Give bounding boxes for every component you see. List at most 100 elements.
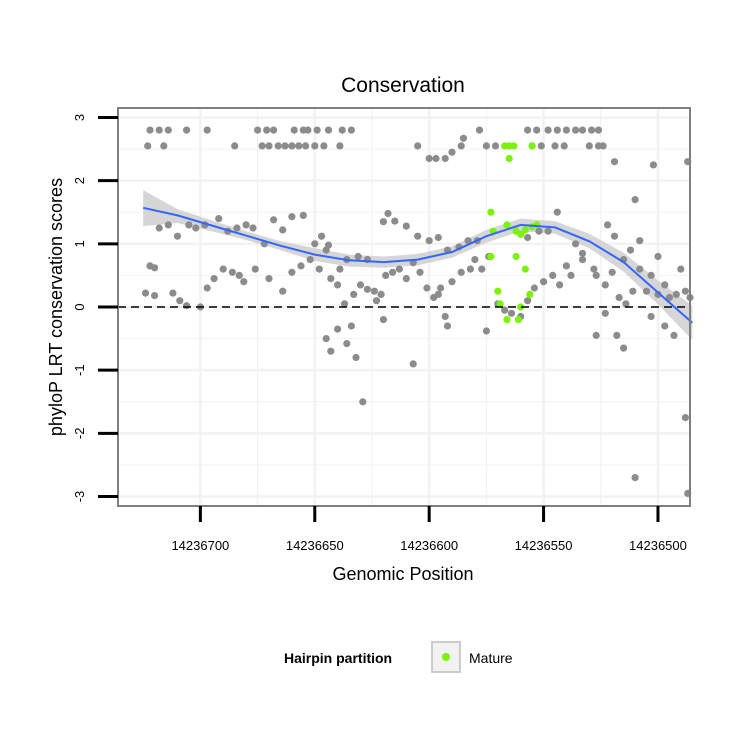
background-point [622, 300, 630, 308]
background-point [279, 226, 287, 234]
background-point [578, 249, 587, 257]
background-point [588, 126, 596, 134]
background-point [183, 126, 191, 134]
background-point [670, 331, 678, 339]
background-point [251, 265, 259, 273]
background-point [173, 232, 182, 240]
background-point [594, 126, 603, 134]
background-point [320, 142, 328, 150]
legend-title: Hairpin partition [284, 650, 392, 666]
y-tick-label: 2 [72, 177, 87, 184]
background-point [578, 256, 587, 264]
background-point [302, 142, 310, 150]
background-point [631, 474, 639, 482]
background-point [203, 284, 211, 292]
background-point [379, 316, 387, 324]
background-point [274, 142, 282, 150]
background-point [620, 344, 628, 352]
background-point [434, 290, 442, 298]
mature-point [517, 303, 525, 311]
background-point [141, 289, 150, 297]
background-point [395, 265, 403, 273]
background-point [549, 271, 557, 279]
mature-point [496, 300, 504, 308]
background-point [556, 281, 564, 289]
background-point [613, 331, 621, 339]
background-point [288, 213, 296, 221]
x-axis-ticks: 14236700 14236650 14236600 14236550 14236500 [171, 506, 687, 553]
background-point [681, 287, 690, 295]
background-point [183, 302, 191, 310]
background-point [434, 233, 442, 242]
background-point [297, 262, 305, 270]
background-point [155, 126, 163, 134]
background-point [306, 256, 314, 264]
background-point [242, 221, 250, 229]
background-point [537, 142, 545, 150]
background-point [553, 126, 561, 134]
y-axis-title: phyloP LRT conservation scores [46, 178, 66, 436]
background-point [155, 224, 163, 232]
background-point [402, 275, 410, 283]
background-point [363, 285, 371, 293]
background-point [311, 240, 319, 248]
background-point [478, 265, 486, 273]
background-point [647, 271, 655, 279]
x-tick-label: 14236550 [515, 538, 573, 553]
background-point [585, 142, 593, 150]
background-point [466, 265, 474, 273]
background-point [324, 241, 333, 249]
background-point [279, 287, 287, 295]
background-point [151, 292, 159, 300]
background-point [235, 271, 243, 279]
legend: Hairpin partition Mature [284, 641, 513, 673]
background-point [352, 353, 360, 362]
background-point [636, 265, 644, 273]
background-point [379, 218, 387, 226]
background-point [169, 289, 177, 297]
y-tick-label: 0 [72, 303, 87, 310]
background-point [672, 290, 680, 298]
background-point [228, 268, 236, 276]
background-point [185, 221, 193, 229]
background-point [482, 142, 490, 150]
background-point [567, 271, 575, 279]
background-point [324, 126, 333, 134]
background-point [160, 142, 168, 150]
mature-point [505, 154, 513, 163]
background-point [315, 265, 323, 273]
background-point [203, 126, 211, 134]
background-point [249, 224, 257, 232]
background-point [215, 215, 223, 223]
background-point [544, 227, 552, 235]
background-point [263, 126, 271, 134]
background-point [441, 154, 449, 163]
background-point [265, 275, 273, 283]
background-point [265, 142, 273, 150]
background-point [327, 347, 335, 355]
background-point [423, 284, 431, 292]
mature-point [510, 142, 518, 150]
background-point [448, 148, 456, 156]
background-point [409, 360, 417, 368]
background-point [288, 268, 296, 276]
background-point [416, 268, 424, 276]
x-axis-title: Genomic Position [332, 564, 473, 584]
background-point [258, 142, 266, 150]
background-point [615, 293, 623, 302]
y-tick-label: -2 [72, 428, 87, 440]
background-point [654, 252, 662, 261]
background-point [313, 126, 321, 134]
background-point [553, 208, 561, 216]
background-point [336, 142, 344, 150]
background-point [572, 240, 580, 248]
background-point [475, 126, 484, 134]
background-point [389, 268, 397, 276]
background-point [281, 142, 289, 150]
background-point [370, 287, 378, 295]
background-point [382, 271, 390, 279]
background-point [599, 142, 607, 150]
mature-point [503, 221, 511, 229]
background-point [414, 142, 422, 150]
x-tick-label: 14236650 [286, 538, 344, 553]
